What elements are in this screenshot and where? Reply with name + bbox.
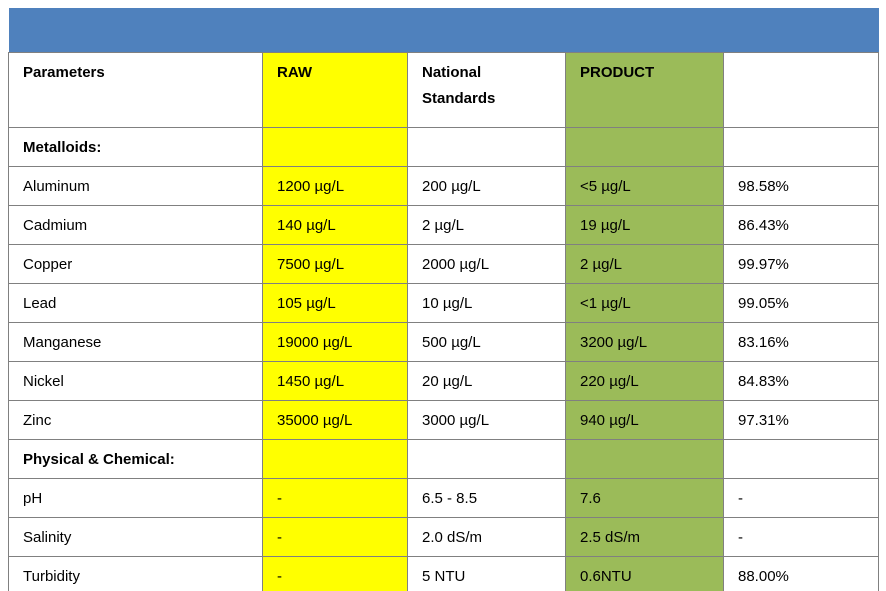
param-cell: Aluminum [8, 166, 263, 206]
raw-cell: - [262, 556, 408, 591]
product-cell: 2.5 dS/m [565, 517, 724, 557]
removal-cell: 88.00% [723, 556, 879, 591]
raw-cell: 19000 µg/L [262, 322, 408, 362]
raw-cell [262, 439, 408, 479]
param-cell: Manganese [8, 322, 263, 362]
removal-cell: 98.58% [723, 166, 879, 206]
table-row-nickel: Nickel 1450 µg/L 20 µg/L 220 µg/L 84.83% [8, 361, 879, 401]
standard-cell: 500 µg/L [407, 322, 566, 362]
table-row-turbidity: Turbidity - 5 NTU 0.6NTU 88.00% [8, 556, 879, 591]
param-cell: Nickel [8, 361, 263, 401]
param-cell: pH [8, 478, 263, 518]
product-cell: 0.6NTU [565, 556, 724, 591]
standard-cell: 2.0 dS/m [407, 517, 566, 557]
header-parameters: Parameters [8, 52, 263, 128]
standard-cell [407, 439, 566, 479]
param-cell: Cadmium [8, 205, 263, 245]
table-row-physical-chemical-section: Physical & Chemical: [8, 439, 879, 479]
table-row-cadmium: Cadmium 140 µg/L 2 µg/L 19 µg/L 86.43% [8, 205, 879, 245]
standard-cell: 6.5 - 8.5 [407, 478, 566, 518]
raw-cell: - [262, 478, 408, 518]
standard-cell [407, 127, 566, 167]
section-label: Physical & Chemical: [8, 439, 263, 479]
standard-cell: 10 µg/L [407, 283, 566, 323]
raw-cell: 105 µg/L [262, 283, 408, 323]
product-cell: <1 µg/L [565, 283, 724, 323]
raw-cell: - [262, 517, 408, 557]
product-cell: 2 µg/L [565, 244, 724, 284]
table-header-row: Parameters RAW National Standards PRODUC… [8, 52, 879, 128]
table-row-copper: Copper 7500 µg/L 2000 µg/L 2 µg/L 99.97% [8, 244, 879, 284]
param-cell: Copper [8, 244, 263, 284]
section-label: Metalloids: [8, 127, 263, 167]
table-row-zinc: Zinc 35000 µg/L 3000 µg/L 940 µg/L 97.31… [8, 400, 879, 440]
removal-cell [723, 439, 879, 479]
water-quality-table: Parameters RAW National Standards PRODUC… [8, 8, 879, 591]
removal-cell: 99.97% [723, 244, 879, 284]
table-row-salinity: Salinity - 2.0 dS/m 2.5 dS/m - [8, 517, 879, 557]
removal-cell: 83.16% [723, 322, 879, 362]
raw-cell: 1200 µg/L [262, 166, 408, 206]
product-cell: <5 µg/L [565, 166, 724, 206]
removal-cell: - [723, 517, 879, 557]
raw-cell: 140 µg/L [262, 205, 408, 245]
product-cell [565, 439, 724, 479]
title-banner-row [8, 8, 879, 53]
header-national-standards: National Standards [407, 52, 566, 128]
standard-cell: 2000 µg/L [407, 244, 566, 284]
table-row-lead: Lead 105 µg/L 10 µg/L <1 µg/L 99.05% [8, 283, 879, 323]
removal-cell: 99.05% [723, 283, 879, 323]
param-cell: Turbidity [8, 556, 263, 591]
removal-cell [723, 127, 879, 167]
standard-cell: 20 µg/L [407, 361, 566, 401]
param-cell: Lead [8, 283, 263, 323]
removal-cell: 97.31% [723, 400, 879, 440]
title-banner [8, 8, 879, 53]
header-removal [723, 52, 879, 128]
product-cell: 940 µg/L [565, 400, 724, 440]
raw-cell [262, 127, 408, 167]
table-row-manganese: Manganese 19000 µg/L 500 µg/L 3200 µg/L … [8, 322, 879, 362]
table-row-aluminum: Aluminum 1200 µg/L 200 µg/L <5 µg/L 98.5… [8, 166, 879, 206]
raw-cell: 1450 µg/L [262, 361, 408, 401]
header-raw: RAW [262, 52, 408, 128]
standard-cell: 3000 µg/L [407, 400, 566, 440]
standard-cell: 2 µg/L [407, 205, 566, 245]
param-cell: Zinc [8, 400, 263, 440]
product-cell: 7.6 [565, 478, 724, 518]
removal-cell: - [723, 478, 879, 518]
table-row-metalloids-section: Metalloids: [8, 127, 879, 167]
product-cell: 3200 µg/L [565, 322, 724, 362]
standard-cell: 5 NTU [407, 556, 566, 591]
header-product: PRODUCT [565, 52, 724, 128]
table-row-ph: pH - 6.5 - 8.5 7.6 - [8, 478, 879, 518]
water-quality-table-sheet: Parameters RAW National Standards PRODUC… [8, 8, 879, 591]
removal-cell: 84.83% [723, 361, 879, 401]
raw-cell: 35000 µg/L [262, 400, 408, 440]
raw-cell: 7500 µg/L [262, 244, 408, 284]
removal-cell: 86.43% [723, 205, 879, 245]
standard-cell: 200 µg/L [407, 166, 566, 206]
product-cell: 220 µg/L [565, 361, 724, 401]
product-cell [565, 127, 724, 167]
product-cell: 19 µg/L [565, 205, 724, 245]
param-cell: Salinity [8, 517, 263, 557]
